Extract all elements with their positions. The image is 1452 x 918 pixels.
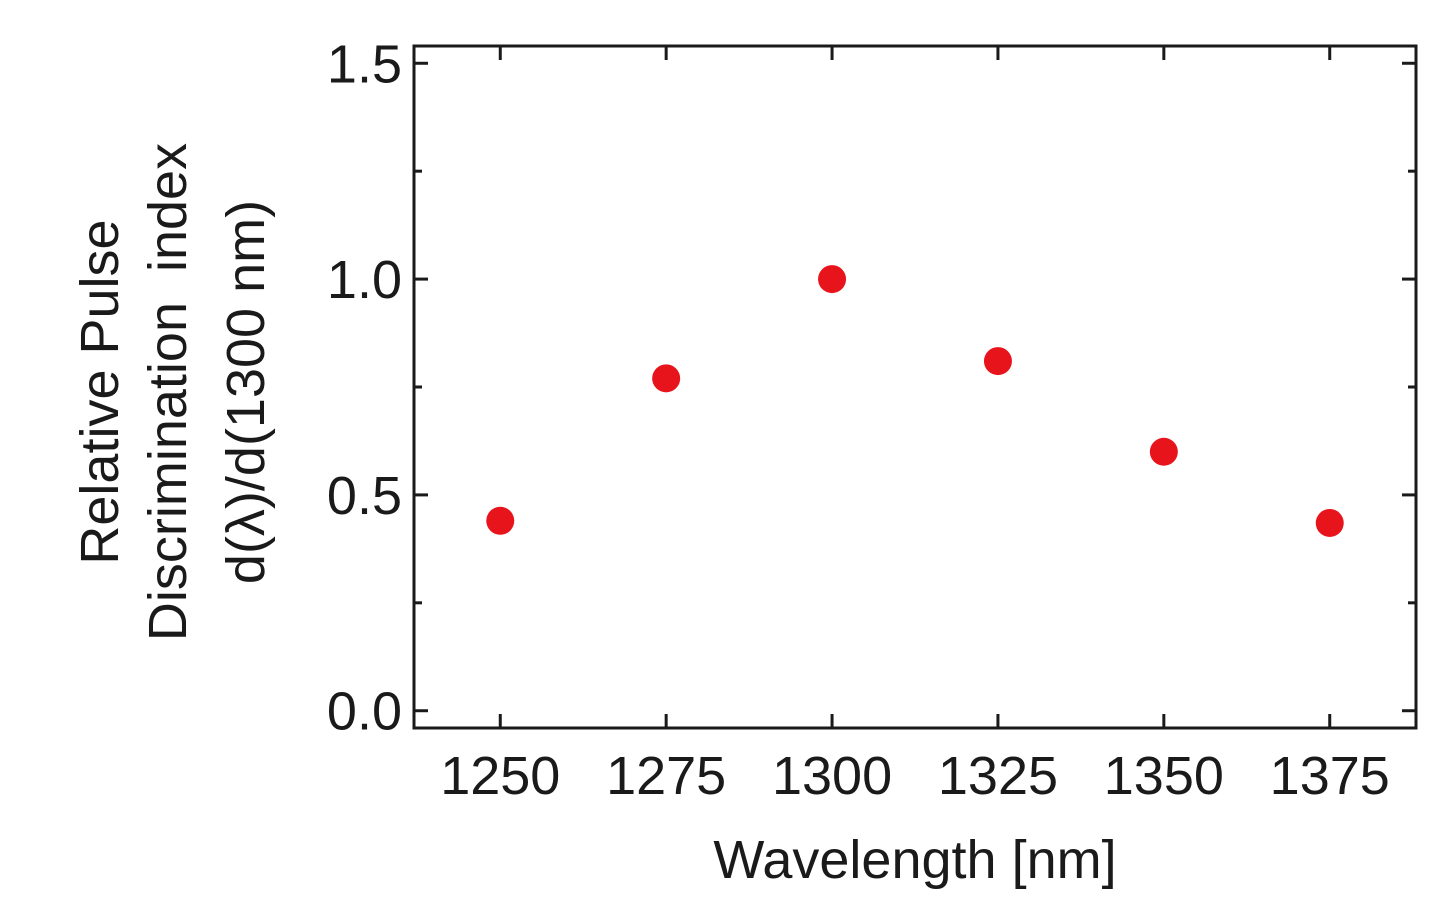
data-point	[486, 506, 515, 535]
y-axis: 0.0 0.5 1.0 1.5	[327, 34, 1416, 742]
plot-frame	[412, 44, 1418, 730]
y-axis-label-line-1: Relative Pulse	[70, 219, 130, 564]
data-points	[486, 265, 1344, 537]
data-point	[1315, 508, 1344, 537]
x-axis-label: Wavelength [nm]	[713, 830, 1116, 890]
data-point	[652, 364, 681, 393]
data-point	[818, 265, 847, 294]
data-point	[983, 347, 1012, 376]
x-tick-label: 1250	[440, 746, 560, 806]
y-tick-label: 1.5	[327, 34, 402, 94]
y-tick-label: 1.0	[327, 250, 402, 310]
y-tick-label: 0.0	[327, 682, 402, 742]
x-tick-label: 1300	[772, 746, 892, 806]
x-tick-label: 1350	[1104, 746, 1224, 806]
x-tick-label: 1275	[606, 746, 726, 806]
x-tick-label: 1375	[1270, 746, 1390, 806]
plot-frame-box	[412, 44, 1418, 730]
y-axis-label-line-3: d(λ)/d(1300 nm)	[216, 200, 276, 584]
y-axis-label-line-2: Discrimination index	[138, 143, 198, 641]
data-point	[1149, 437, 1178, 466]
y-axis-label: Relative Pulse Discrimination index d(λ)…	[70, 143, 276, 641]
x-tick-label: 1325	[938, 746, 1058, 806]
x-axis: 1250 1275 1300 1325 1350 1375	[440, 46, 1390, 806]
y-tick-label: 0.5	[327, 466, 402, 526]
